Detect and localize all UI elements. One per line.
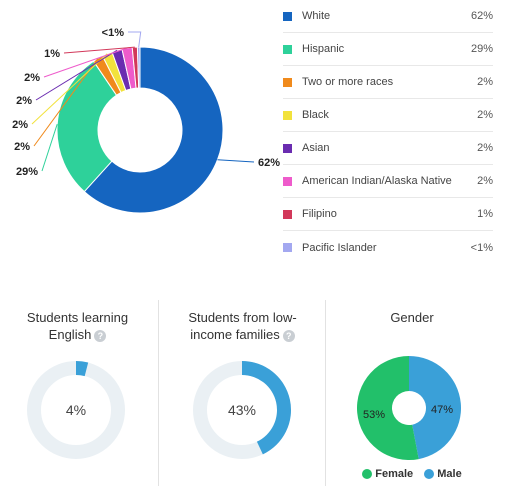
legend-value: 1% (477, 208, 493, 220)
legend-swatch (283, 77, 292, 87)
gender-legend: Female Male (327, 468, 497, 480)
slice-value-label: 2% (14, 141, 30, 153)
legend-swatch (283, 11, 292, 21)
english-learners-title-line1: Students learning (26, 310, 129, 325)
leader-line (128, 31, 142, 48)
gender-panel: Gender 53% 47% Female Male (327, 300, 497, 486)
legend-value: 29% (470, 43, 493, 55)
legend-swatch (283, 209, 292, 219)
female-legend-label: Female (375, 468, 414, 480)
english-learners-title-line2: English (48, 327, 92, 342)
low-income-panel: Students from low- income families? 43% (160, 300, 325, 486)
legend-label: Asian (302, 142, 330, 154)
female-dot-icon (362, 469, 373, 480)
low-income-ring-chart: 43% (193, 361, 291, 459)
legend-value: 2% (477, 142, 493, 154)
gender-pie-chart: 53% 47% (357, 356, 461, 460)
panel-divider (325, 300, 326, 486)
english-learners-arc[interactable] (76, 361, 89, 377)
legend-row: Filipino 1% (283, 198, 493, 231)
legend-label: American Indian/Alaska Native (302, 175, 452, 187)
legend-row: Pacific Islander <1% (283, 231, 493, 264)
legend-label: White (302, 10, 331, 22)
male-value-label: 47% (431, 404, 453, 416)
legend-swatch (283, 44, 292, 54)
legend-label: Hispanic (302, 43, 345, 55)
english-learners-value: 4% (66, 402, 86, 418)
leader-line (63, 46, 135, 54)
male-legend-label: Male (437, 468, 462, 480)
legend-label: Filipino (302, 208, 337, 220)
question-icon[interactable]: ? (282, 329, 295, 342)
legend-label: Two or more races (302, 76, 394, 88)
low-income-title-line2: income families (190, 327, 280, 342)
legend-value: 2% (477, 109, 493, 121)
panel-divider (158, 300, 159, 486)
legend-value: 2% (477, 76, 493, 88)
slice-value-label: 2% (12, 119, 28, 131)
slice-value-label: 2% (24, 72, 40, 84)
low-income-title-line1: Students from low- (188, 310, 297, 325)
legend-row: Asian 2% (283, 132, 493, 165)
low-income-arc[interactable] (242, 361, 291, 455)
slice-male[interactable] (409, 356, 461, 460)
legend-label: Pacific Islander (302, 241, 377, 254)
legend-value: 2% (477, 175, 493, 187)
slice-value-label: <1% (102, 27, 125, 39)
english-learners-panel: Students learning English? 4% (0, 300, 155, 486)
legend-row: American Indian/Alaska Native 2% (283, 165, 493, 198)
slice-value-label: 62% (258, 157, 280, 169)
leader-line (31, 53, 108, 125)
leader-line (35, 49, 118, 101)
low-income-value: 43% (228, 402, 256, 418)
slice-value-label: 2% (16, 95, 32, 107)
legend-value: 62% (470, 10, 493, 22)
slice-white[interactable] (83, 46, 224, 214)
gender-title: Gender (390, 310, 434, 325)
legend-row: Two or more races 2% (283, 66, 493, 99)
question-icon[interactable]: ? (94, 329, 107, 342)
legend-swatch (283, 176, 292, 186)
slice-value-label: 1% (44, 48, 60, 60)
legend-value: <1% (470, 241, 493, 254)
ethnicity-legend: White 62% Hispanic 29% Two or more races 2% Bl… (283, 0, 493, 264)
female-value-label: 53% (363, 409, 385, 421)
leader-line (41, 124, 58, 172)
legend-swatch (283, 110, 292, 120)
ethnicity-donut-chart: 62% 29% 2% 2% 2% 2% 1% <1% (12, 27, 280, 214)
leader-line (43, 47, 128, 78)
male-dot-icon (424, 469, 435, 480)
legend-row: Hispanic 29% (283, 33, 493, 66)
slice-value-label: 29% (16, 166, 38, 178)
legend-swatch (283, 243, 292, 252)
legend-swatch (283, 143, 292, 153)
legend-row: White 62% (283, 0, 493, 33)
leader-line (217, 159, 255, 163)
slice-female[interactable] (357, 356, 419, 460)
slice-pacific-islander[interactable] (136, 46, 141, 89)
legend-row: Black 2% (283, 99, 493, 132)
english-learners-ring-chart: 4% (27, 361, 125, 459)
legend-label: Black (302, 109, 329, 121)
